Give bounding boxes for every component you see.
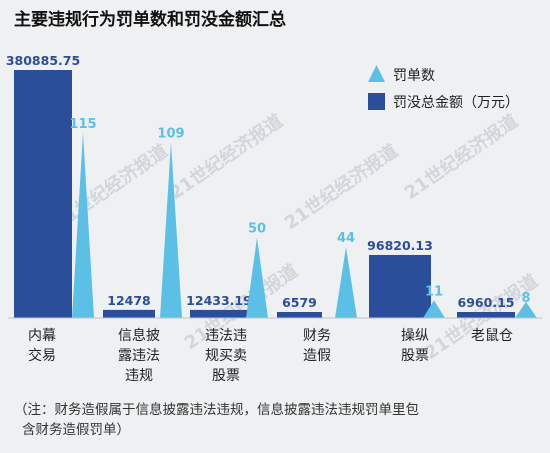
category-label-line: 老鼠仓	[471, 328, 513, 344]
footnote-line-2: 含财务造假罚单）	[22, 422, 130, 438]
amount-data-label: 6960.15	[458, 295, 515, 310]
amount-bar	[190, 309, 248, 318]
category-label-line: 违法违	[205, 328, 247, 344]
amount-data-label: 12478	[107, 293, 151, 308]
legend-label-amount: 罚没总金额（万元）	[393, 95, 519, 111]
count-data-label: 44	[337, 231, 355, 246]
count-data-label: 50	[248, 222, 266, 237]
amount-bar	[457, 312, 515, 318]
watermark-text: 21世纪经济报道	[280, 140, 402, 234]
category-label-line: 财务	[303, 328, 331, 344]
category-label-line: 操纵	[401, 328, 429, 344]
plot-area: 380885.75 12478 12433.19 6579 96820.13 6960.1…	[6, 53, 537, 318]
amount-bar	[369, 254, 431, 318]
category-label: 信息披露违法违规	[118, 327, 160, 384]
amount-data-label: 96820.13	[367, 238, 433, 253]
category-label-line: 内幕	[28, 328, 56, 344]
count-triangle	[160, 142, 182, 318]
category-label-line: 交易	[28, 347, 56, 364]
category-label-line: 股票	[401, 348, 429, 364]
legend: 罚单数 罚没总金额（万元）	[368, 65, 519, 111]
amount-data-label: 380885.75	[6, 53, 80, 68]
count-data-label: 11	[425, 284, 443, 299]
amount-data-label: 12433.19	[186, 293, 252, 308]
category-label-line: 信息披	[118, 327, 160, 344]
amount-bar	[103, 309, 155, 318]
category-label: 财务造假	[303, 328, 331, 364]
category-label: 老鼠仓	[471, 328, 513, 344]
category-label-line: 露违法	[118, 348, 160, 364]
footnote-line-1: （注：财务造假属于信息披露违法违规，信息披露违法违规罚单里包	[14, 401, 419, 418]
count-triangle	[423, 300, 445, 318]
category-label-line: 股票	[212, 368, 240, 384]
footnote: （注：财务造假属于信息披露违法违规，信息披露违法违规罚单里包 含财务造假罚单）	[14, 401, 419, 438]
amount-bar	[14, 70, 72, 318]
chart-title: 主要违规行为罚单数和罚没金额汇总	[14, 9, 286, 30]
count-triangle	[515, 302, 537, 318]
count-triangle	[246, 237, 268, 318]
category-label-line: 造假	[303, 348, 331, 364]
count-data-label: 115	[69, 117, 96, 132]
legend-label-count: 罚单数	[393, 68, 435, 84]
category-label-line: 规买卖	[205, 348, 247, 364]
count-data-label: 8	[521, 291, 530, 306]
watermark-text: 21世纪经济报道	[400, 110, 522, 204]
category-label-line: 违规	[125, 368, 153, 384]
count-triangle	[72, 133, 94, 318]
count-data-label: 109	[157, 127, 184, 142]
count-triangle	[335, 247, 357, 318]
amount-bar	[277, 312, 322, 318]
legend-swatch-amount	[368, 93, 385, 110]
watermark-text: 21世纪经济报道	[165, 110, 287, 204]
legend-swatch-count	[368, 65, 385, 82]
watermark-layer: 21世纪经济报道21世纪经济报道21世纪经济报道21世纪经济报道21世纪经济报道…	[50, 110, 542, 364]
amount-data-label: 6579	[282, 295, 317, 310]
